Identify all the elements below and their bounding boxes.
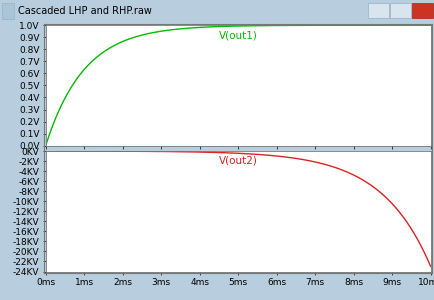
Text: V(out1): V(out1) bbox=[218, 30, 257, 40]
Text: Cascaded LHP and RHP.raw: Cascaded LHP and RHP.raw bbox=[18, 6, 152, 16]
FancyBboxPatch shape bbox=[389, 3, 410, 18]
Text: V(out2): V(out2) bbox=[218, 156, 257, 166]
Bar bbox=[2, 3, 14, 19]
FancyBboxPatch shape bbox=[367, 3, 388, 18]
FancyBboxPatch shape bbox=[411, 3, 432, 18]
